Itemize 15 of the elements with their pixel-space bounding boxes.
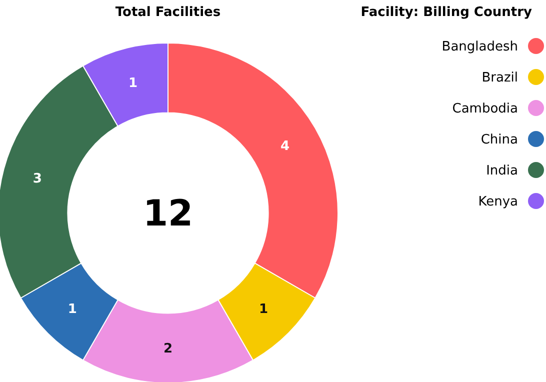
data-label: 1 <box>259 302 268 318</box>
legend-label: China <box>480 132 518 148</box>
data-label: 4 <box>280 138 290 154</box>
data-label: 1 <box>128 76 138 92</box>
data-label: 2 <box>163 342 173 357</box>
chart-title: Total Facilities <box>115 5 221 20</box>
text: 12 <box>142 194 194 235</box>
data-label: 3 <box>32 172 42 187</box>
legend-title: Facility: Billing Country <box>360 5 533 20</box>
legend-label: India <box>486 164 518 179</box>
legend-label: Brazil <box>482 70 518 86</box>
data-label: 1 <box>68 302 77 318</box>
legend-label: Cambodia <box>452 102 518 117</box>
legend-label: Kenya <box>478 194 518 210</box>
legend-label: Bangladesh <box>442 40 518 55</box>
